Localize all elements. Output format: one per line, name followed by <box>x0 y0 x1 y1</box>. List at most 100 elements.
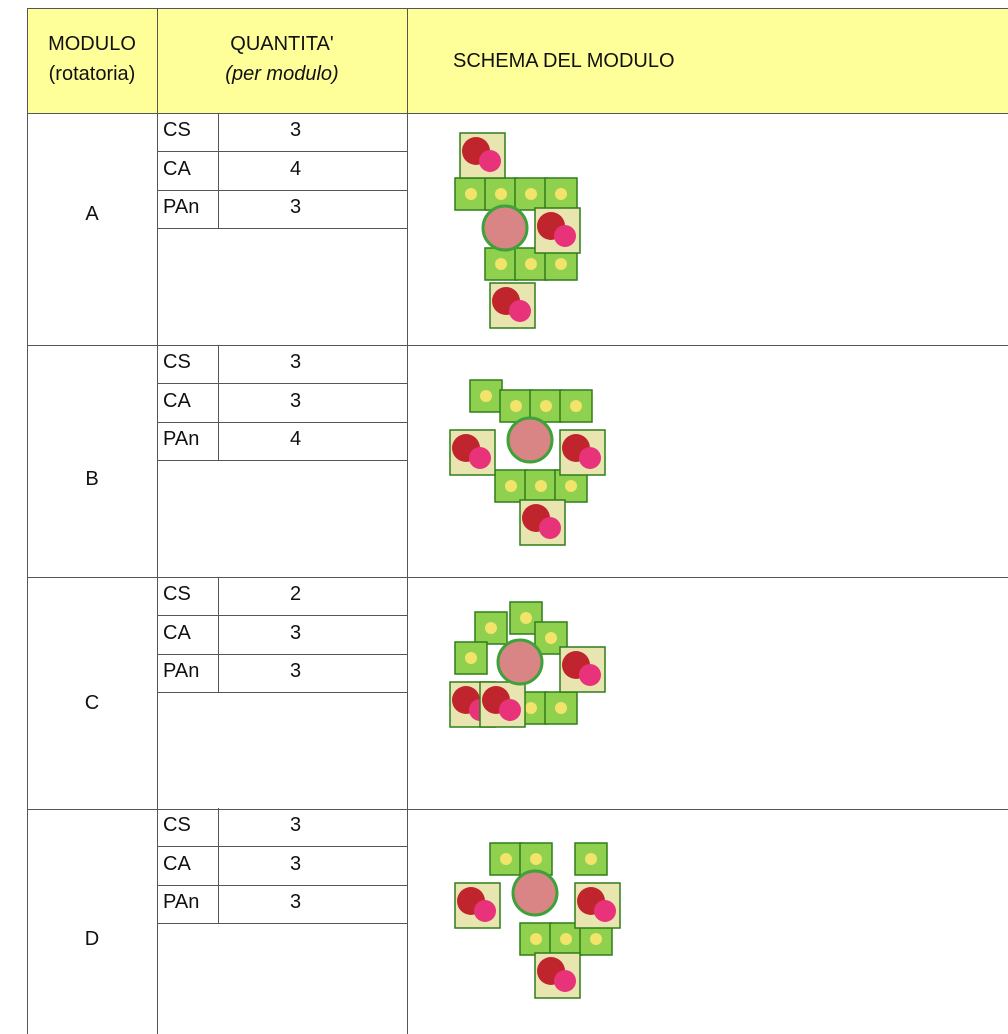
module-schema <box>449 379 606 546</box>
schema-shape <box>565 480 577 492</box>
border <box>157 8 158 1034</box>
border <box>27 8 1008 9</box>
schema-shape <box>554 225 576 247</box>
schema-shape <box>539 517 561 539</box>
item-code: PAn <box>163 428 200 450</box>
item-qty: 3 <box>289 621 302 644</box>
item-qty: 3 <box>289 891 302 913</box>
schema-shape <box>474 900 496 922</box>
schema-shape <box>594 900 616 922</box>
schema-shape <box>574 842 608 876</box>
cell-border <box>157 923 407 924</box>
schema-shape <box>555 702 567 714</box>
schema-shape <box>495 188 507 200</box>
schema-shape <box>585 853 597 865</box>
schema-shape <box>511 869 559 917</box>
border <box>27 113 1008 114</box>
schema-shape <box>510 400 522 412</box>
cell-border <box>157 228 407 229</box>
schema-shape <box>479 150 501 172</box>
schema-shape <box>505 480 517 492</box>
item-qty: 3 <box>289 389 302 412</box>
schema-shape <box>554 970 576 992</box>
item-qty: 4 <box>289 157 302 180</box>
item-code: CS <box>163 814 191 836</box>
header-module-sub: (rotatoria) <box>48 63 136 85</box>
row-border <box>27 345 1008 346</box>
header-module: MODULO <box>48 33 136 55</box>
item-code: PAn <box>163 196 200 218</box>
schema-shape <box>499 699 521 721</box>
cell-border <box>157 653 407 655</box>
schema-shape <box>530 853 542 865</box>
item-code: CA <box>163 621 191 644</box>
schema-shape <box>540 400 552 412</box>
item-qty: 4 <box>289 428 302 450</box>
item-code: PAn <box>163 660 200 682</box>
schema-shape <box>579 664 601 686</box>
schema-shape <box>545 632 557 644</box>
module-label: A <box>85 203 99 225</box>
schema-shape <box>465 652 477 664</box>
module-schema <box>454 842 621 999</box>
schema-shape <box>570 400 582 412</box>
schema-shape <box>485 622 497 634</box>
schema-shape <box>500 853 512 865</box>
header-schema: SCHEMA DEL MODULO <box>453 50 675 72</box>
item-code: CS <box>163 583 191 605</box>
schema-shape <box>535 480 547 492</box>
header-quantity: QUANTITA' <box>230 33 334 55</box>
cell-border <box>157 460 407 461</box>
item-code: CS <box>163 119 191 141</box>
header-row <box>27 8 1008 113</box>
schema-shape <box>465 188 477 200</box>
item-code: PAn <box>163 891 200 913</box>
header-quantity-sub: (per modulo) <box>225 63 339 85</box>
schema-shape <box>555 188 567 200</box>
cell-border <box>157 189 407 191</box>
row-border <box>27 577 1008 578</box>
schema-shape <box>480 390 492 402</box>
item-code: CA <box>163 157 191 180</box>
row-border <box>27 809 1008 810</box>
module-label: D <box>84 928 100 950</box>
cell-border <box>157 151 407 152</box>
border <box>407 8 408 1034</box>
schema-shape <box>525 258 537 270</box>
item-code: CA <box>163 389 191 412</box>
schema-shape <box>469 447 491 469</box>
module-schema <box>454 132 581 329</box>
cell-border <box>157 615 407 616</box>
item-qty: 3 <box>289 351 302 373</box>
schema-shape <box>560 933 572 945</box>
item-qty: 2 <box>289 583 302 605</box>
item-code: CA <box>163 852 191 875</box>
item-qty: 3 <box>289 119 302 141</box>
schema-shape <box>495 258 507 270</box>
schema-shape <box>506 416 554 464</box>
schema-shape <box>520 612 532 624</box>
schema-shape <box>481 204 529 252</box>
schema-shape <box>496 638 544 686</box>
item-code: CS <box>163 351 191 373</box>
cell-border <box>157 383 407 384</box>
cell-border <box>218 345 219 461</box>
module-label: C <box>84 692 100 714</box>
schema-shape <box>525 188 537 200</box>
module-schema <box>449 601 606 728</box>
module-label: B <box>85 468 99 490</box>
item-qty: 3 <box>289 814 302 836</box>
cell-border <box>157 884 407 886</box>
cell-border <box>157 421 407 423</box>
schema-shape <box>590 933 602 945</box>
item-qty: 3 <box>289 660 302 682</box>
schema-shape <box>579 447 601 469</box>
schema-shape <box>555 258 567 270</box>
item-qty: 3 <box>289 196 302 218</box>
schema-shape <box>559 389 593 423</box>
schema-shape <box>509 300 531 322</box>
schema-shape <box>530 933 542 945</box>
cell-border <box>218 113 219 229</box>
cell-border <box>157 846 407 847</box>
